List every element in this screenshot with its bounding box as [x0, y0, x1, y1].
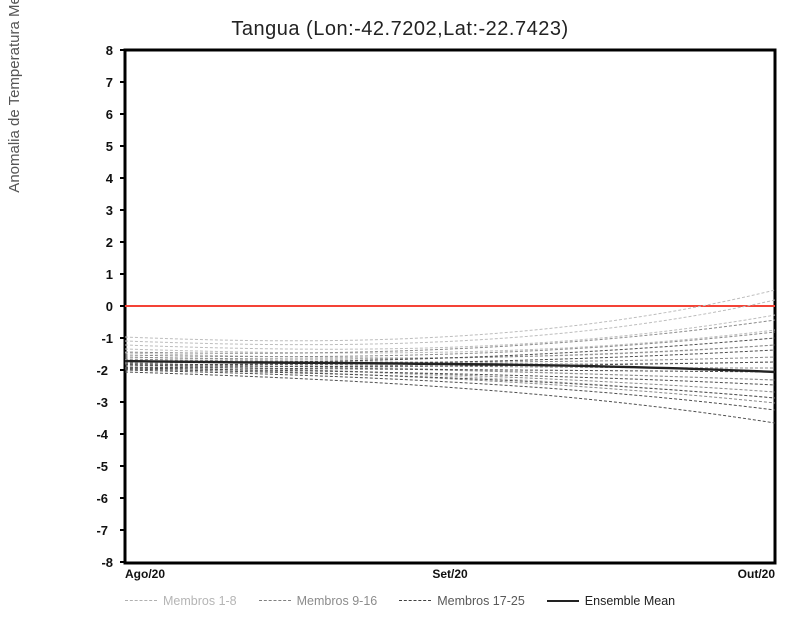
x-axis-ticks: Ago/20 Set/20 Out/20 [125, 567, 775, 581]
svg-text:-8: -8 [101, 555, 113, 570]
svg-text:4: 4 [106, 171, 114, 186]
legend-swatch-members-17-25 [399, 600, 431, 601]
svg-text:3: 3 [106, 203, 113, 218]
legend-label-members-17-25: Membros 17-25 [437, 594, 525, 608]
legend-swatch-members-1-8 [125, 600, 157, 601]
svg-text:-3: -3 [96, 395, 108, 410]
legend-label-members-1-8: Membros 1-8 [163, 594, 237, 608]
chart-container: Tangua (Lon:-42.7202,Lat:-22.7423) Anoma… [0, 0, 800, 618]
svg-text:8: 8 [106, 43, 113, 58]
svg-text:5: 5 [106, 139, 113, 154]
svg-text:-5: -5 [96, 459, 108, 474]
legend-item-members-9-16: Membros 9-16 [259, 594, 378, 608]
x-tick-label-2: Out/20 [738, 567, 776, 581]
svg-text:7: 7 [106, 75, 113, 90]
legend-swatch-ensemble-mean [547, 600, 579, 602]
svg-text:-1: -1 [101, 331, 113, 346]
x-tick-label-1: Set/20 [432, 567, 468, 581]
legend-label-ensemble-mean: Ensemble Mean [585, 594, 675, 608]
legend-label-members-9-16: Membros 9-16 [297, 594, 378, 608]
legend-item-members-1-8: Membros 1-8 [125, 594, 237, 608]
legend-item-members-17-25: Membros 17-25 [399, 594, 525, 608]
svg-text:0: 0 [106, 299, 113, 314]
svg-text:1: 1 [106, 267, 113, 282]
legend-swatch-members-9-16 [259, 600, 291, 601]
svg-text:6: 6 [106, 107, 113, 122]
svg-text:-2: -2 [96, 363, 108, 378]
legend: Membros 1-8 Membros 9-16 Membros 17-25 E… [125, 588, 775, 613]
svg-text:-7: -7 [96, 523, 108, 538]
y-axis-ticks: 8 7 6 5 4 3 2 [96, 43, 125, 570]
svg-text:-4: -4 [96, 427, 108, 442]
legend-item-ensemble-mean: Ensemble Mean [547, 594, 675, 608]
plot-svg-area: 8 7 6 5 4 3 2 [0, 0, 800, 618]
x-tick-label-0: Ago/20 [125, 567, 165, 581]
svg-text:2: 2 [106, 235, 113, 250]
svg-text:-6: -6 [96, 491, 108, 506]
